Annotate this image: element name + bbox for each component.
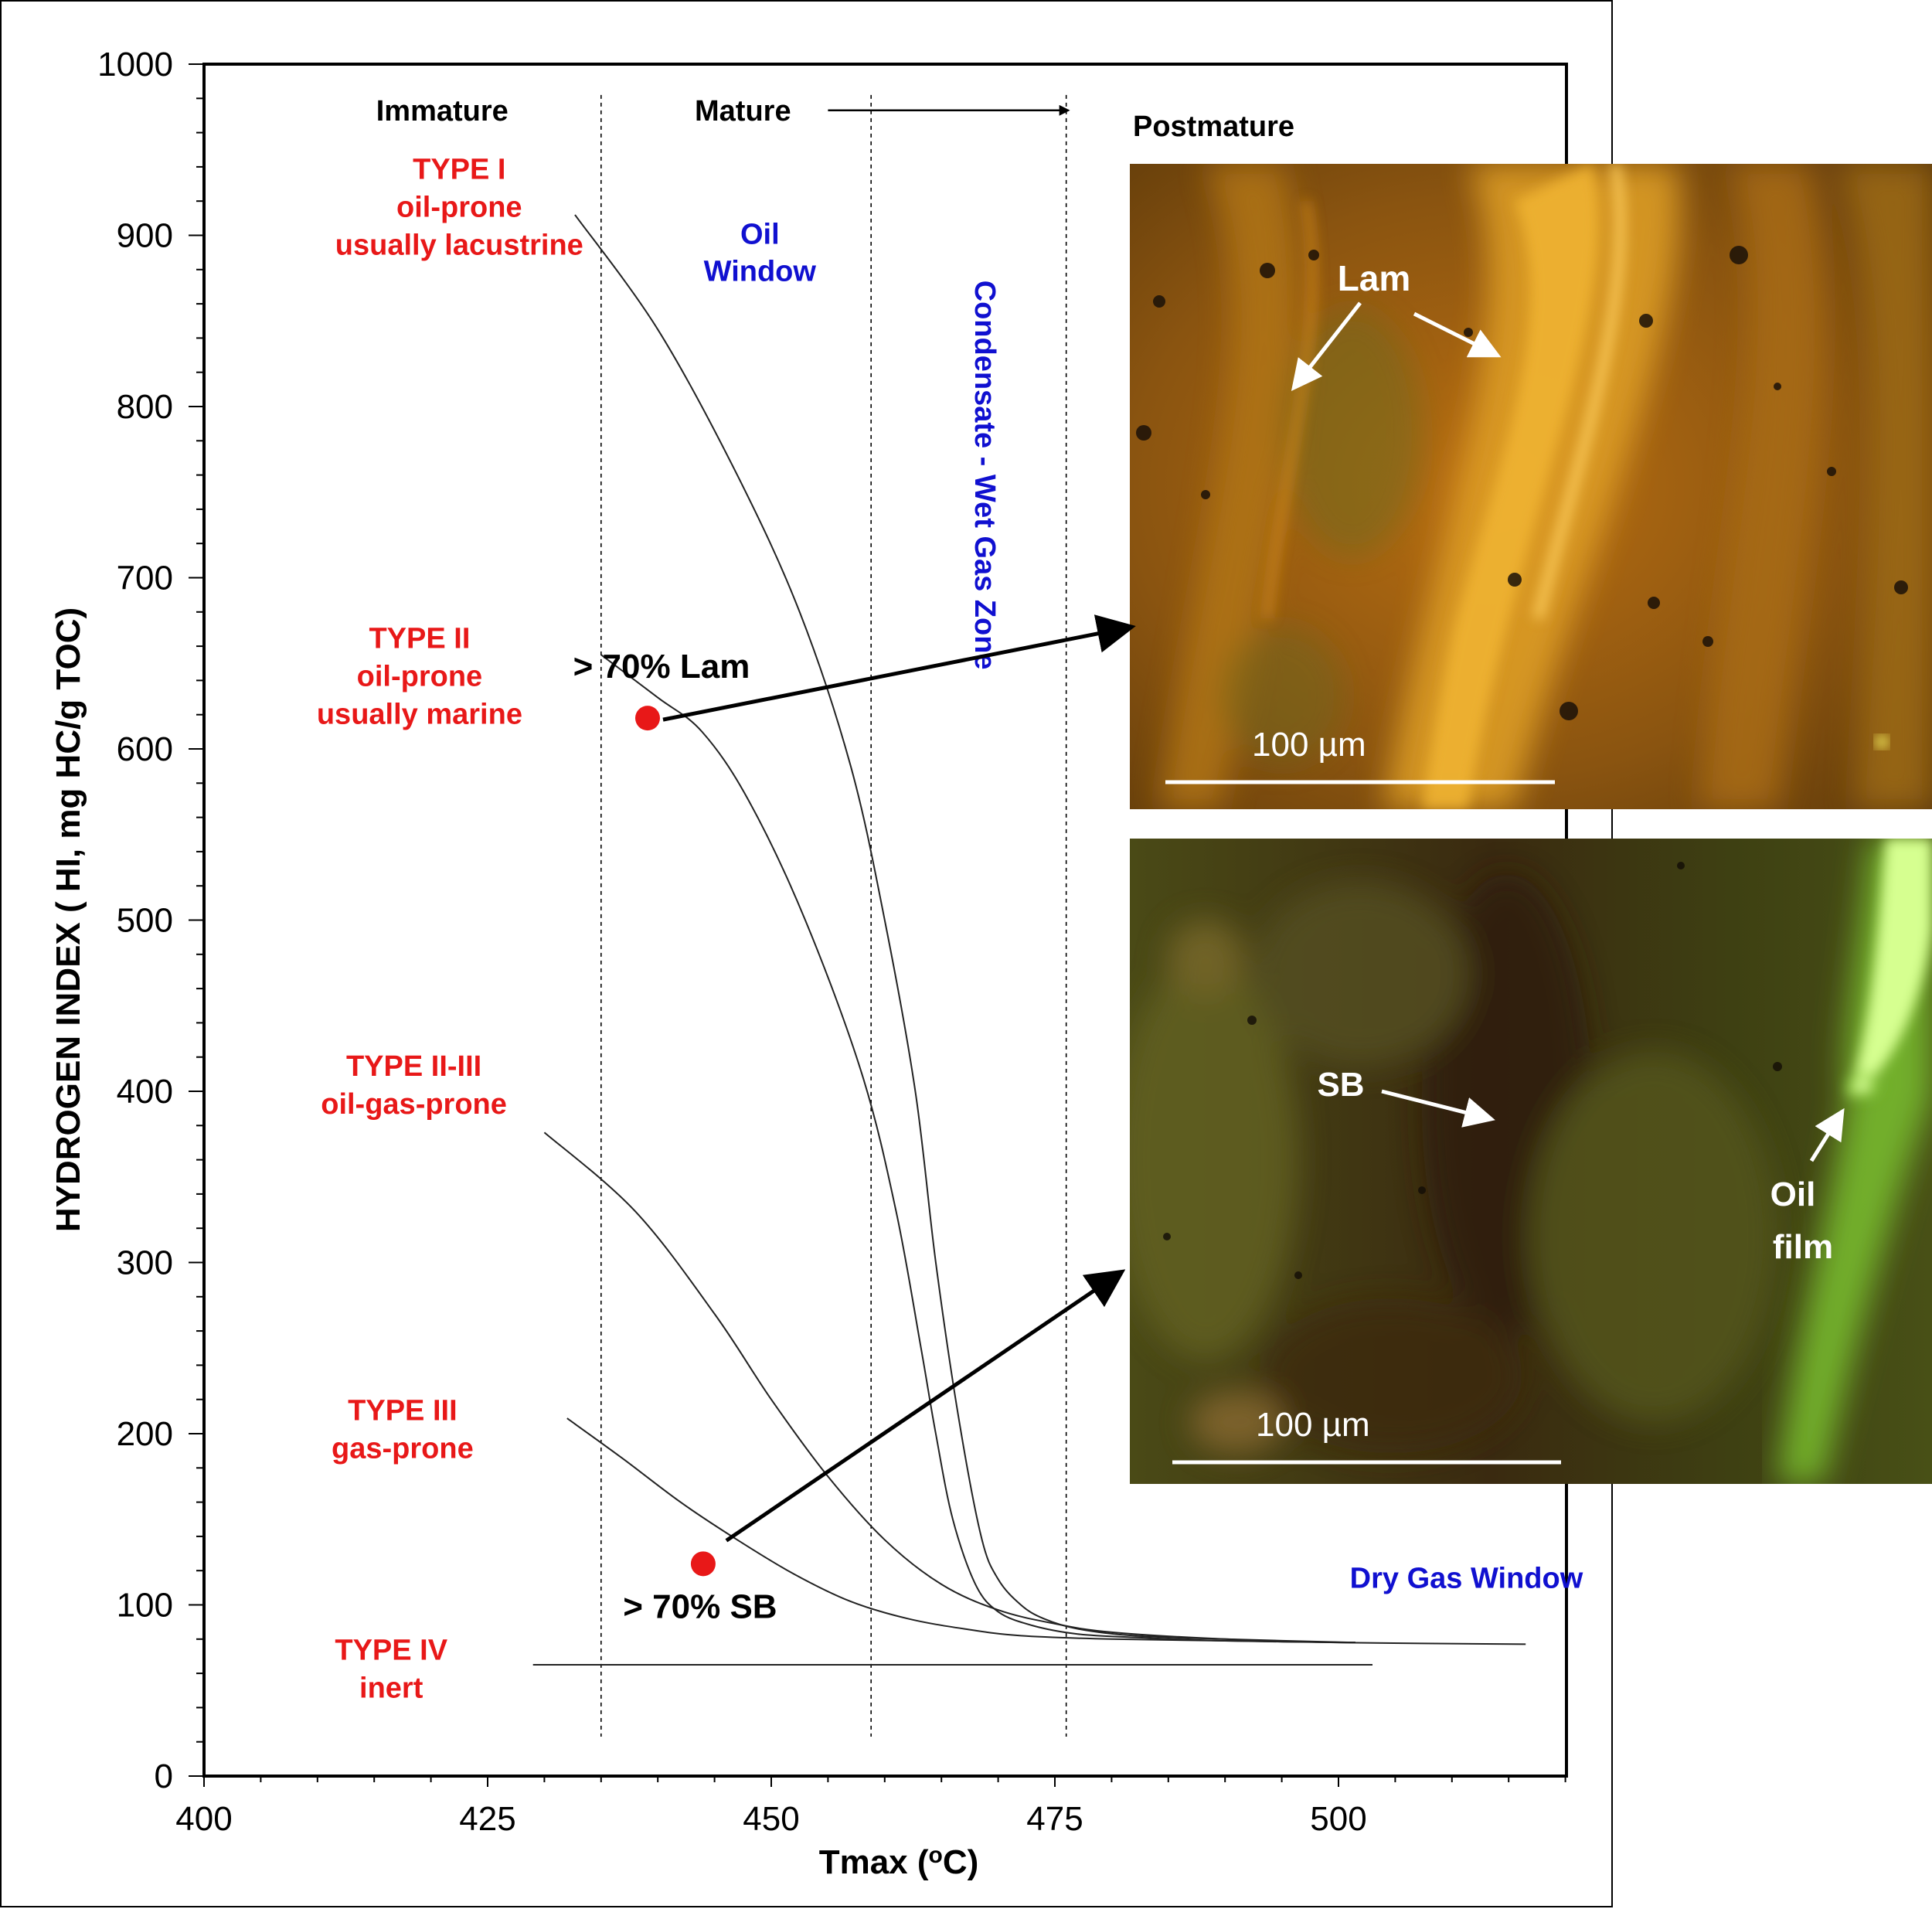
x-tick-label: 475	[1026, 1800, 1083, 1838]
sb-sample-label: > 70% SB	[623, 1587, 777, 1625]
y-axis-title: HYDROGEN INDEX ( HI, mg HC/g TOC)	[49, 607, 87, 1232]
sb-connector-arrow	[725, 1269, 1126, 1543]
sb-label: SB	[1317, 1066, 1364, 1104]
y-tick-label: 200	[117, 1415, 173, 1453]
sample-points: > 70% Lam > 70% SB	[573, 614, 1136, 1625]
photo-lam: 100 µm Lam	[1130, 164, 1932, 809]
x-axis-title: Tmax (oC)	[819, 1843, 979, 1881]
scale-label: 100 µm	[1252, 726, 1366, 764]
kerogen-type-label: usually marine	[317, 698, 522, 730]
y-tick-label: 700	[117, 560, 173, 597]
lam-sample-label: > 70% Lam	[573, 648, 750, 686]
sb-sample-point	[690, 1551, 716, 1577]
oil-window-label: Oil	[740, 219, 780, 251]
zone-label: Immature	[376, 95, 509, 128]
x-tick-label: 400	[175, 1800, 232, 1838]
x-tick-label: 450	[743, 1800, 799, 1838]
kerogen-curves	[532, 214, 1526, 1666]
kerogen-type-label: TYPE II-III	[346, 1050, 481, 1083]
photo-sb: 100 µm SB Oil film	[1130, 839, 1932, 1484]
dry-gas-window-label: Dry Gas Window	[1350, 1562, 1583, 1594]
lam-sample-point	[634, 706, 660, 731]
scale-label: 100 µm	[1256, 1406, 1370, 1444]
x-axis: 400 425 450 475 500	[175, 1776, 1566, 1838]
kerogen-type-labels: TYPE I oil-prone usually lacustrine TYPE II…	[317, 153, 583, 1704]
y-axis: 0 100 200 300 400 500 600 700 800 900 1000	[97, 46, 204, 1795]
kerogen-type-label: oil-gas-prone	[321, 1088, 507, 1121]
kerogen-type-label: inert	[359, 1672, 423, 1704]
kerogen-type-label: TYPE II	[369, 622, 470, 655]
y-tick-label: 100	[117, 1587, 173, 1625]
y-tick-label: 600	[117, 730, 173, 768]
kerogen-type-label: TYPE III	[348, 1394, 457, 1427]
zone-label: Mature	[695, 95, 791, 128]
window-labels: Oil Window Condensate - Wet Gas Zone Dry Ga…	[704, 219, 1583, 1595]
y-tick-label: 1000	[97, 46, 173, 83]
lam-connector-arrow	[662, 614, 1136, 722]
kerogen-type-label: oil-prone	[396, 191, 522, 223]
oil-film-label-1: Oil	[1770, 1176, 1816, 1213]
oil-film-label-2: film	[1773, 1228, 1833, 1266]
oil-window-label: Window	[704, 256, 817, 288]
y-tick-label: 800	[117, 388, 173, 426]
kerogen-type-label: TYPE IV	[335, 1634, 447, 1666]
y-tick-label: 0	[155, 1758, 173, 1795]
zone-label: Postmature	[1133, 111, 1294, 143]
condensate-zone-label: Condensate - Wet Gas Zone	[968, 281, 1001, 670]
kerogen-curve	[566, 1417, 1356, 1644]
x-tick-label: 425	[459, 1800, 515, 1838]
kerogen-curve	[600, 654, 1356, 1644]
y-tick-label: 400	[117, 1073, 173, 1111]
kerogen-type-label: oil-prone	[357, 660, 483, 692]
kerogen-type-label: usually lacustrine	[335, 229, 583, 261]
maturity-boundaries	[600, 94, 1067, 1737]
x-tick-label: 500	[1310, 1800, 1366, 1838]
kerogen-type-label: gas-prone	[332, 1432, 474, 1465]
y-tick-label: 500	[117, 902, 173, 940]
lam-label: Lam	[1338, 258, 1411, 298]
y-tick-label: 300	[117, 1244, 173, 1282]
zone-labels: Immature Mature Postmature	[376, 95, 1294, 143]
kerogen-curve	[574, 214, 1356, 1644]
y-tick-label: 900	[117, 217, 173, 255]
kerogen-type-label: TYPE I	[413, 153, 505, 185]
